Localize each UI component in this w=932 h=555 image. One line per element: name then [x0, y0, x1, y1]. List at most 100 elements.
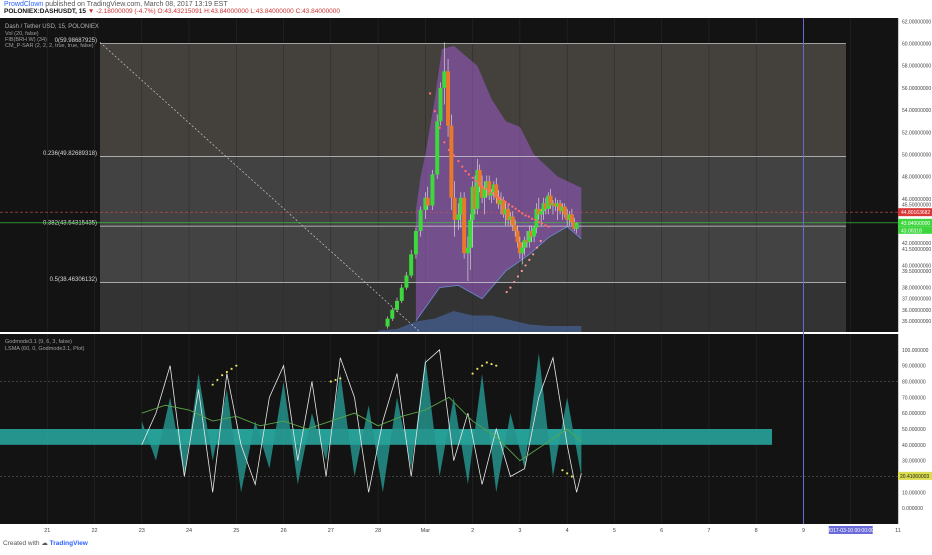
osc-signal-dot: [495, 364, 498, 367]
candle-body: [399, 287, 404, 301]
candle-body: [565, 214, 570, 220]
price-tick-label: 52.00000000: [902, 130, 931, 136]
candle-body: [409, 254, 414, 276]
sar-dot: [491, 192, 494, 195]
osc-signal-dot: [225, 370, 228, 374]
published-text: published on TradingView.com, March 08, …: [45, 1, 228, 8]
osc-tick-label: 30.000000: [902, 459, 926, 465]
volume-bars: [378, 311, 582, 332]
osc-tick-label: 60.000000: [902, 411, 926, 417]
osc-tick-label: 80.000000: [902, 380, 926, 386]
candle-body: [465, 247, 470, 254]
candle-body: [496, 197, 501, 205]
osc-signal-dot: [329, 380, 332, 383]
author-link[interactable]: ProwdClown: [4, 1, 44, 8]
candle-body: [520, 247, 525, 254]
osc-signal-dot: [485, 361, 488, 364]
sar-dot: [494, 194, 497, 197]
candle-body: [449, 125, 454, 198]
candle-body: [517, 242, 522, 254]
candle-body: [458, 197, 463, 215]
sar-dot: [457, 159, 460, 163]
sar-dot: [464, 169, 467, 173]
fib-level-label: 0.5(38.46306132): [50, 277, 97, 283]
candle-body: [425, 197, 430, 206]
sar-low-dot: [520, 269, 523, 273]
time-tick-label: 25: [233, 528, 239, 534]
osc-signal-dot: [230, 367, 233, 370]
osc-signal-dot: [211, 383, 214, 386]
candle-body: [503, 208, 508, 215]
ohlc-values: O:43.43215091 H:43.84000000 L:43.8400000…: [157, 8, 341, 15]
sar-low-dot: [528, 258, 531, 261]
sar-dot: [527, 215, 531, 218]
sar-dot: [524, 214, 527, 217]
sar-dot: [484, 187, 488, 191]
sar-low-dot: [539, 239, 542, 243]
header-published-line: ProwdClown published on TradingView.com,…: [4, 1, 228, 8]
candle-body: [546, 195, 551, 209]
osc-signal-dot: [570, 475, 573, 478]
indicator-sar: CM_P-SAR (2, 2, 2, true, true, false): [5, 43, 94, 49]
sar-low-dot: [532, 253, 535, 256]
time-tick-label: 8: [755, 528, 758, 534]
chart-labels: Dash / Tether USD, 15, POLONIEX Vol (20,…: [5, 24, 99, 352]
time-tick-label: 26: [281, 528, 287, 534]
sar-low-dot: [509, 286, 512, 289]
last-price-label: 44.80163682: [901, 210, 930, 216]
fib-level-label: 0.236(49.82689318): [43, 151, 97, 157]
tradingview-cloud-icon: ☁: [41, 540, 48, 547]
candle-body: [390, 309, 395, 319]
sar-low-dot: [535, 246, 539, 249]
osc-signal-dot: [476, 367, 479, 370]
osc-tick-label: 90.000000: [902, 364, 926, 370]
candle-body: [472, 186, 477, 209]
time-tick-label: Mar: [421, 528, 431, 534]
candle-body: [513, 225, 518, 232]
osc-title: Godmode3.1 (9, 6, 3, false): [5, 339, 72, 345]
candle-body: [539, 211, 544, 215]
header-quote-line: POLONIEX:DASHUSDT, 15 ▼ -2.18000009 (-4.…: [4, 8, 340, 15]
sar-dot: [474, 179, 478, 183]
candle-body: [527, 231, 532, 243]
osc-last-badge: [898, 471, 932, 480]
candle-body: [524, 239, 529, 243]
axes: 62.00000000 60.00000000 58.00000000 56.0000…: [44, 19, 932, 534]
time-tick-label: 3: [518, 528, 521, 534]
time-tick-label: 2: [471, 528, 474, 534]
price-tick-label: 62.00000000: [902, 19, 931, 25]
candle-body: [456, 214, 461, 220]
osc-signal-dot: [480, 364, 484, 367]
sar-dot: [504, 200, 507, 204]
candle-body: [452, 197, 457, 220]
time-axis-background: [0, 524, 932, 538]
sar-dot: [478, 182, 481, 185]
time-tick-label: 9: [802, 528, 805, 534]
candle-body: [560, 206, 565, 212]
candles: [385, 42, 579, 329]
candle-body: [475, 170, 480, 209]
candle-body: [494, 184, 499, 198]
candle-body: [484, 181, 489, 189]
candle-body: [553, 203, 558, 207]
time-tick-label: 2017-03-10 00:00:00: [828, 528, 875, 534]
price-tick-label: 58.00000000: [902, 64, 931, 70]
symbol-label[interactable]: POLONIEX:DASHUSDT, 15: [4, 8, 86, 15]
candle-body: [515, 231, 520, 243]
current-price-badge: [898, 218, 932, 227]
candle-body: [506, 208, 511, 220]
osc-signal-dot: [490, 362, 493, 366]
candle-body: [529, 231, 534, 237]
price-tick-label: 36.00000000: [902, 308, 931, 314]
candle-body: [501, 199, 506, 215]
candle-body: [385, 318, 390, 327]
osc-signal-dot: [561, 469, 564, 472]
sar-dot: [471, 176, 474, 179]
price-tick-label: 40.00000000: [902, 263, 931, 269]
time-tick-label: 23: [139, 528, 145, 534]
candle-body: [562, 206, 567, 215]
candle-body: [532, 227, 537, 237]
tradingview-logo[interactable]: TradingView: [49, 540, 88, 547]
